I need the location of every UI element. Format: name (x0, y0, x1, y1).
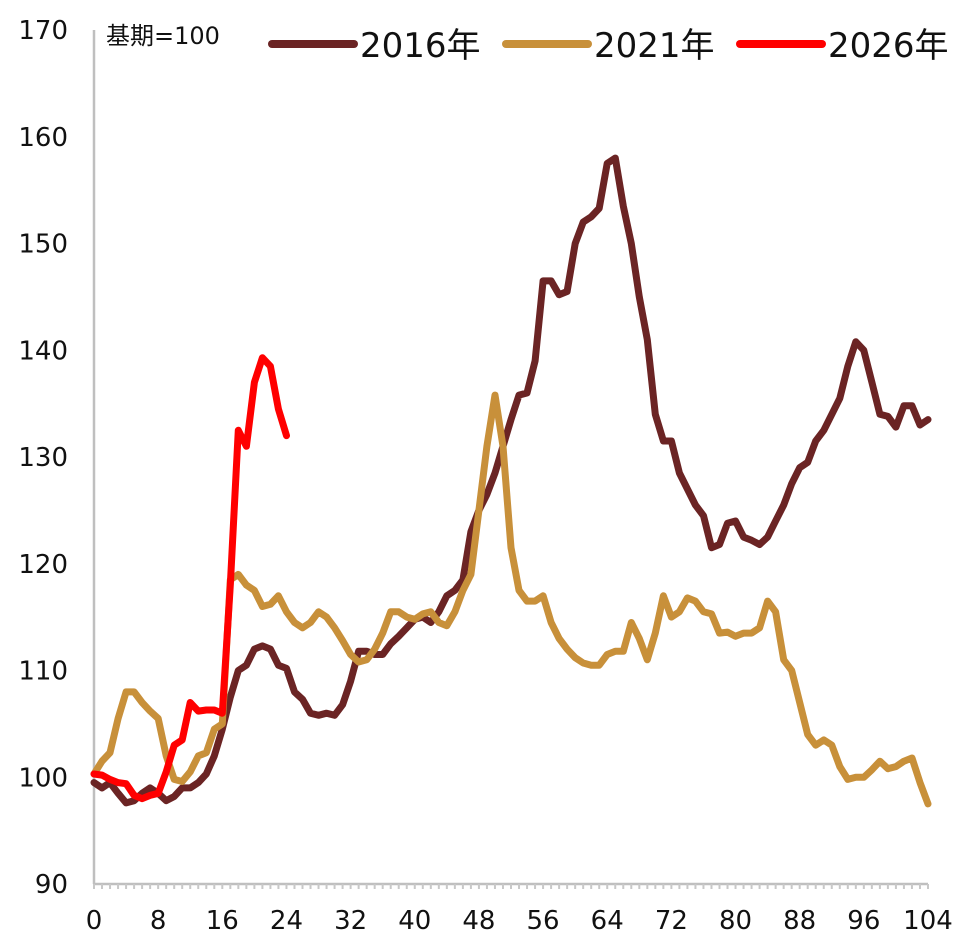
x-tick-label: 48 (462, 906, 495, 936)
x-tick-label: 96 (847, 906, 880, 936)
x-tick-label: 40 (398, 906, 431, 936)
x-tick-label: 64 (591, 906, 624, 936)
legend-label: 2021年 (594, 26, 715, 66)
axes: 90 100 110 120 130 140 150 160 170 0 8 16 24 32 40 48 5… (18, 16, 952, 936)
x-tick-label: 104 (903, 906, 953, 936)
legend-label: 2016年 (360, 26, 481, 66)
x-tick-label: 80 (719, 906, 752, 936)
x-tick-label: 88 (783, 906, 816, 936)
y-tick-label: 120 (18, 550, 68, 580)
x-tick-label: 56 (527, 906, 560, 936)
x-minor-ticks (93, 884, 929, 889)
y-tick-label: 110 (18, 657, 68, 687)
y-tick-label: 90 (35, 870, 68, 900)
y-tick-label: 100 (18, 763, 68, 793)
series-layer (90, 154, 932, 808)
x-tick-label: 8 (150, 906, 167, 936)
x-tick-label: 16 (206, 906, 239, 936)
y-tick-label: 170 (18, 16, 68, 46)
x-tick-label: 72 (655, 906, 688, 936)
unit-note: 基期=100 (106, 22, 220, 50)
legend-item: 2021年 (502, 26, 715, 66)
legend-item: 2026年 (736, 26, 949, 66)
legend-label: 2026年 (828, 26, 949, 66)
x-tick-label: 24 (270, 906, 303, 936)
x-tick-label: 32 (334, 906, 367, 936)
y-tick-label: 160 (18, 123, 68, 153)
y-tick-label: 150 (18, 230, 68, 260)
legend: 2016年 2021年 2026年 (268, 26, 949, 66)
legend-item: 2016年 (268, 26, 481, 66)
y-ticks: 90 100 110 120 130 140 150 160 170 (18, 16, 68, 900)
y-tick-label: 140 (18, 336, 68, 366)
x-ticks: 0 8 16 24 32 40 48 56 64 72 80 88 96 104 (86, 906, 953, 936)
y-tick-label: 130 (18, 443, 68, 473)
series-line-3 (90, 354, 290, 803)
x-tick-label: 0 (86, 906, 103, 936)
series-line-1 (90, 154, 932, 807)
